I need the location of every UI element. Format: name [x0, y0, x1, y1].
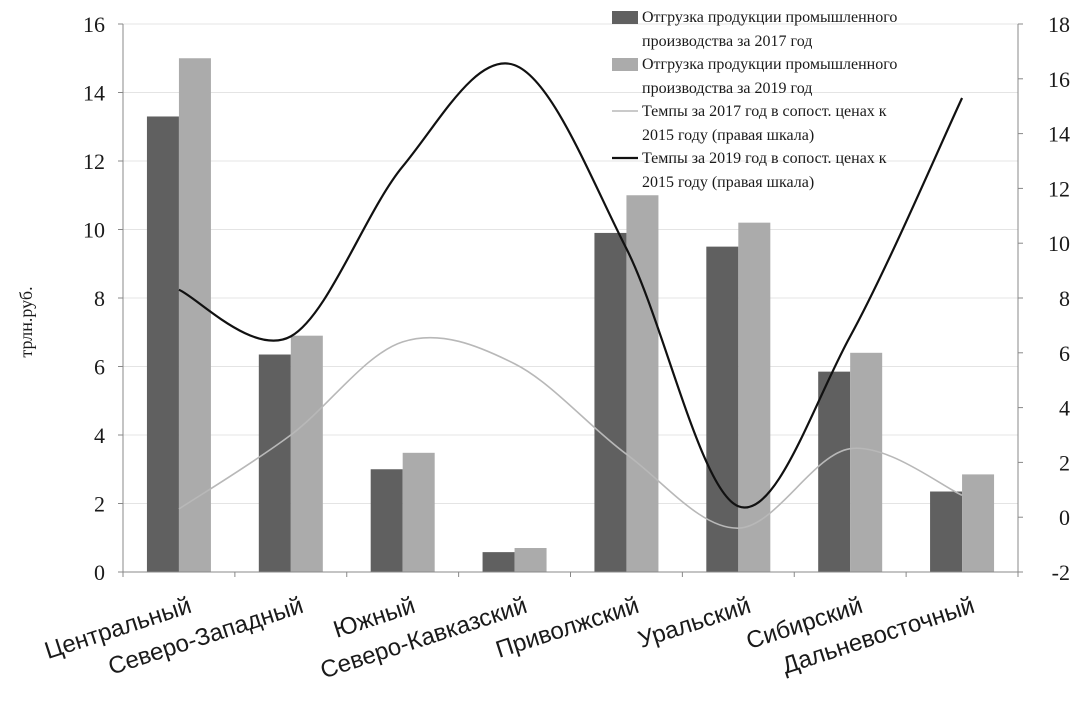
bar-2-5 — [626, 195, 659, 572]
y2-tick-label: 12 — [1048, 176, 1070, 201]
y2-tick-label: 8 — [1059, 286, 1070, 311]
bars — [146, 58, 995, 573]
legend-label: производства за 2017 год — [642, 33, 812, 50]
bar-2-4 — [514, 548, 547, 572]
legend: Отгрузка продукции промышленного производ… — [612, 9, 897, 191]
y2-tick-label: 14 — [1048, 122, 1070, 147]
bar-1-7 — [818, 371, 851, 572]
bar-1-2 — [258, 354, 291, 572]
y2-tick-label: 4 — [1059, 396, 1070, 421]
bar-2-7 — [850, 352, 883, 572]
legend-label: Отгрузка продукции промышленного — [642, 56, 897, 73]
y-tick-label: 10 — [83, 218, 105, 243]
bar-2-8 — [962, 474, 995, 572]
bar-2-3 — [402, 452, 435, 572]
bar-1-5 — [594, 232, 627, 573]
legend-label: производства за 2019 год — [642, 80, 812, 97]
y2-tick-label: 6 — [1059, 341, 1070, 366]
y2-tick-label: 2 — [1059, 450, 1070, 475]
y-tick-label: 2 — [94, 492, 105, 517]
line-series-4 — [178, 62, 964, 509]
bar-2-1 — [178, 58, 211, 572]
bar-2-6 — [738, 222, 771, 572]
bar-1-4 — [482, 552, 515, 572]
y2-axis-ticks: -2 0 2 4 6 8 10 12 14 16 18 — [1018, 12, 1070, 585]
y-tick-label: 0 — [94, 560, 105, 585]
y-tick-label: 14 — [83, 81, 105, 106]
y2-tick-label: 0 — [1059, 505, 1070, 530]
y2-tick-label: 10 — [1048, 231, 1070, 256]
y-tick-label: 16 — [83, 12, 105, 37]
bar-1-8 — [930, 491, 963, 572]
legend-label: Темпы за 2017 год в сопост. ценах к — [642, 103, 887, 120]
y-tick-label: 12 — [83, 149, 105, 174]
legend-swatch-1 — [612, 11, 638, 24]
line-series-3 — [178, 336, 963, 529]
y-axis-label: трлн.руб. — [16, 286, 36, 357]
category-label: Уральский — [635, 592, 754, 654]
y2-tick-label: -2 — [1052, 560, 1070, 585]
y2-tick-label: 18 — [1048, 12, 1070, 37]
series-lines — [178, 62, 964, 529]
bar-2-2 — [290, 335, 323, 572]
y-tick-label: 4 — [94, 423, 105, 448]
legend-label: 2015 году (правая шкала) — [642, 174, 814, 191]
y2-tick-label: 16 — [1048, 67, 1070, 92]
bar-1-6 — [706, 246, 739, 572]
bar-1-3 — [370, 469, 403, 572]
legend-label: 2015 году (правая шкала) — [642, 127, 814, 144]
legend-swatch-2 — [612, 58, 638, 71]
y-tick-label: 6 — [94, 355, 105, 380]
y-tick-label: 8 — [94, 286, 105, 311]
y-axis-ticks: 0 2 4 6 8 10 12 14 16 — [83, 12, 123, 585]
legend-label: Отгрузка продукции промышленного — [642, 9, 897, 26]
bar-1-1 — [146, 116, 179, 572]
legend-label: Темпы за 2019 год в сопост. ценах к — [642, 150, 887, 167]
